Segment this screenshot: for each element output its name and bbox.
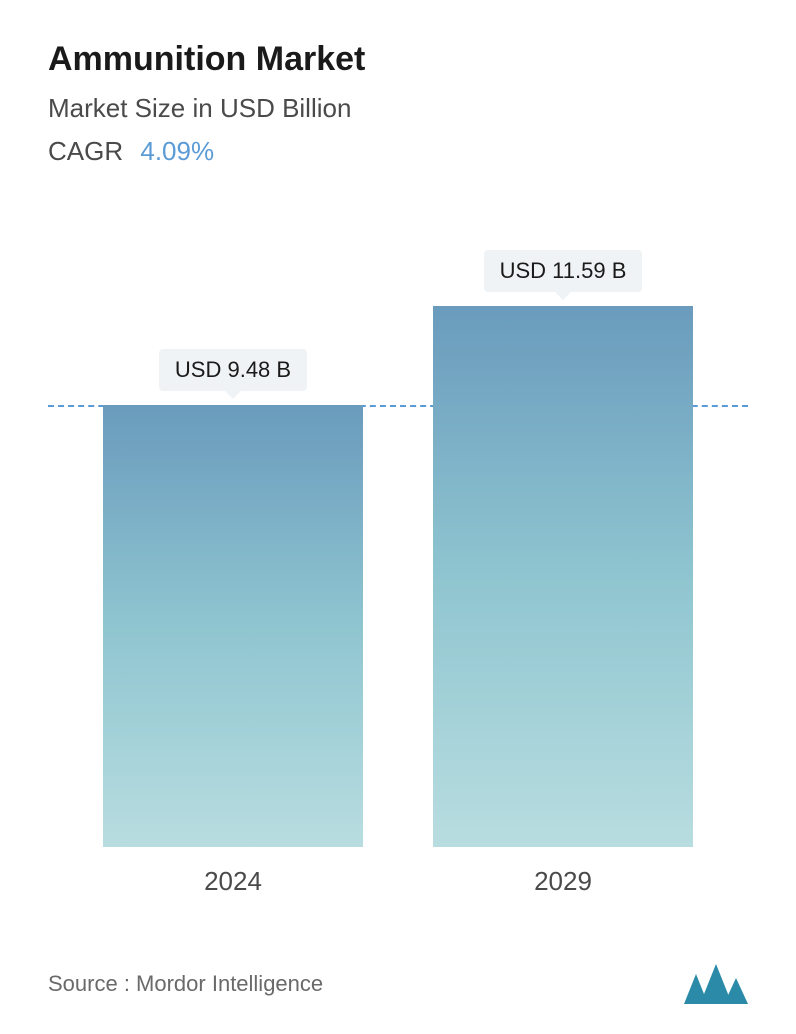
- x-axis-label: 2024: [103, 866, 363, 897]
- cagr-label: CAGR: [48, 136, 123, 166]
- cagr-value: 4.09%: [140, 136, 214, 166]
- x-axis-labels: 2024 2029: [48, 866, 748, 897]
- bar-value-label: USD 9.48 B: [159, 349, 307, 391]
- bar-group: USD 11.59 B: [433, 250, 693, 847]
- cagr-row: CAGR 4.09%: [48, 136, 748, 167]
- footer: Source : Mordor Intelligence: [48, 964, 748, 1004]
- bar: [433, 306, 693, 847]
- chart-container: USD 9.48 BUSD 11.59 B 20242029: [48, 227, 748, 907]
- x-axis-label: 2029: [433, 866, 693, 897]
- chart-title: Ammunition Market: [48, 40, 748, 79]
- chart-subtitle: Market Size in USD Billion: [48, 93, 748, 124]
- bar-group: USD 9.48 B: [103, 349, 363, 847]
- source-text: Source : Mordor Intelligence: [48, 971, 323, 997]
- bars-row: USD 9.48 BUSD 11.59 B: [48, 287, 748, 847]
- bar: [103, 405, 363, 847]
- mordor-logo-icon: [684, 964, 748, 1004]
- bar-value-label: USD 11.59 B: [484, 250, 643, 292]
